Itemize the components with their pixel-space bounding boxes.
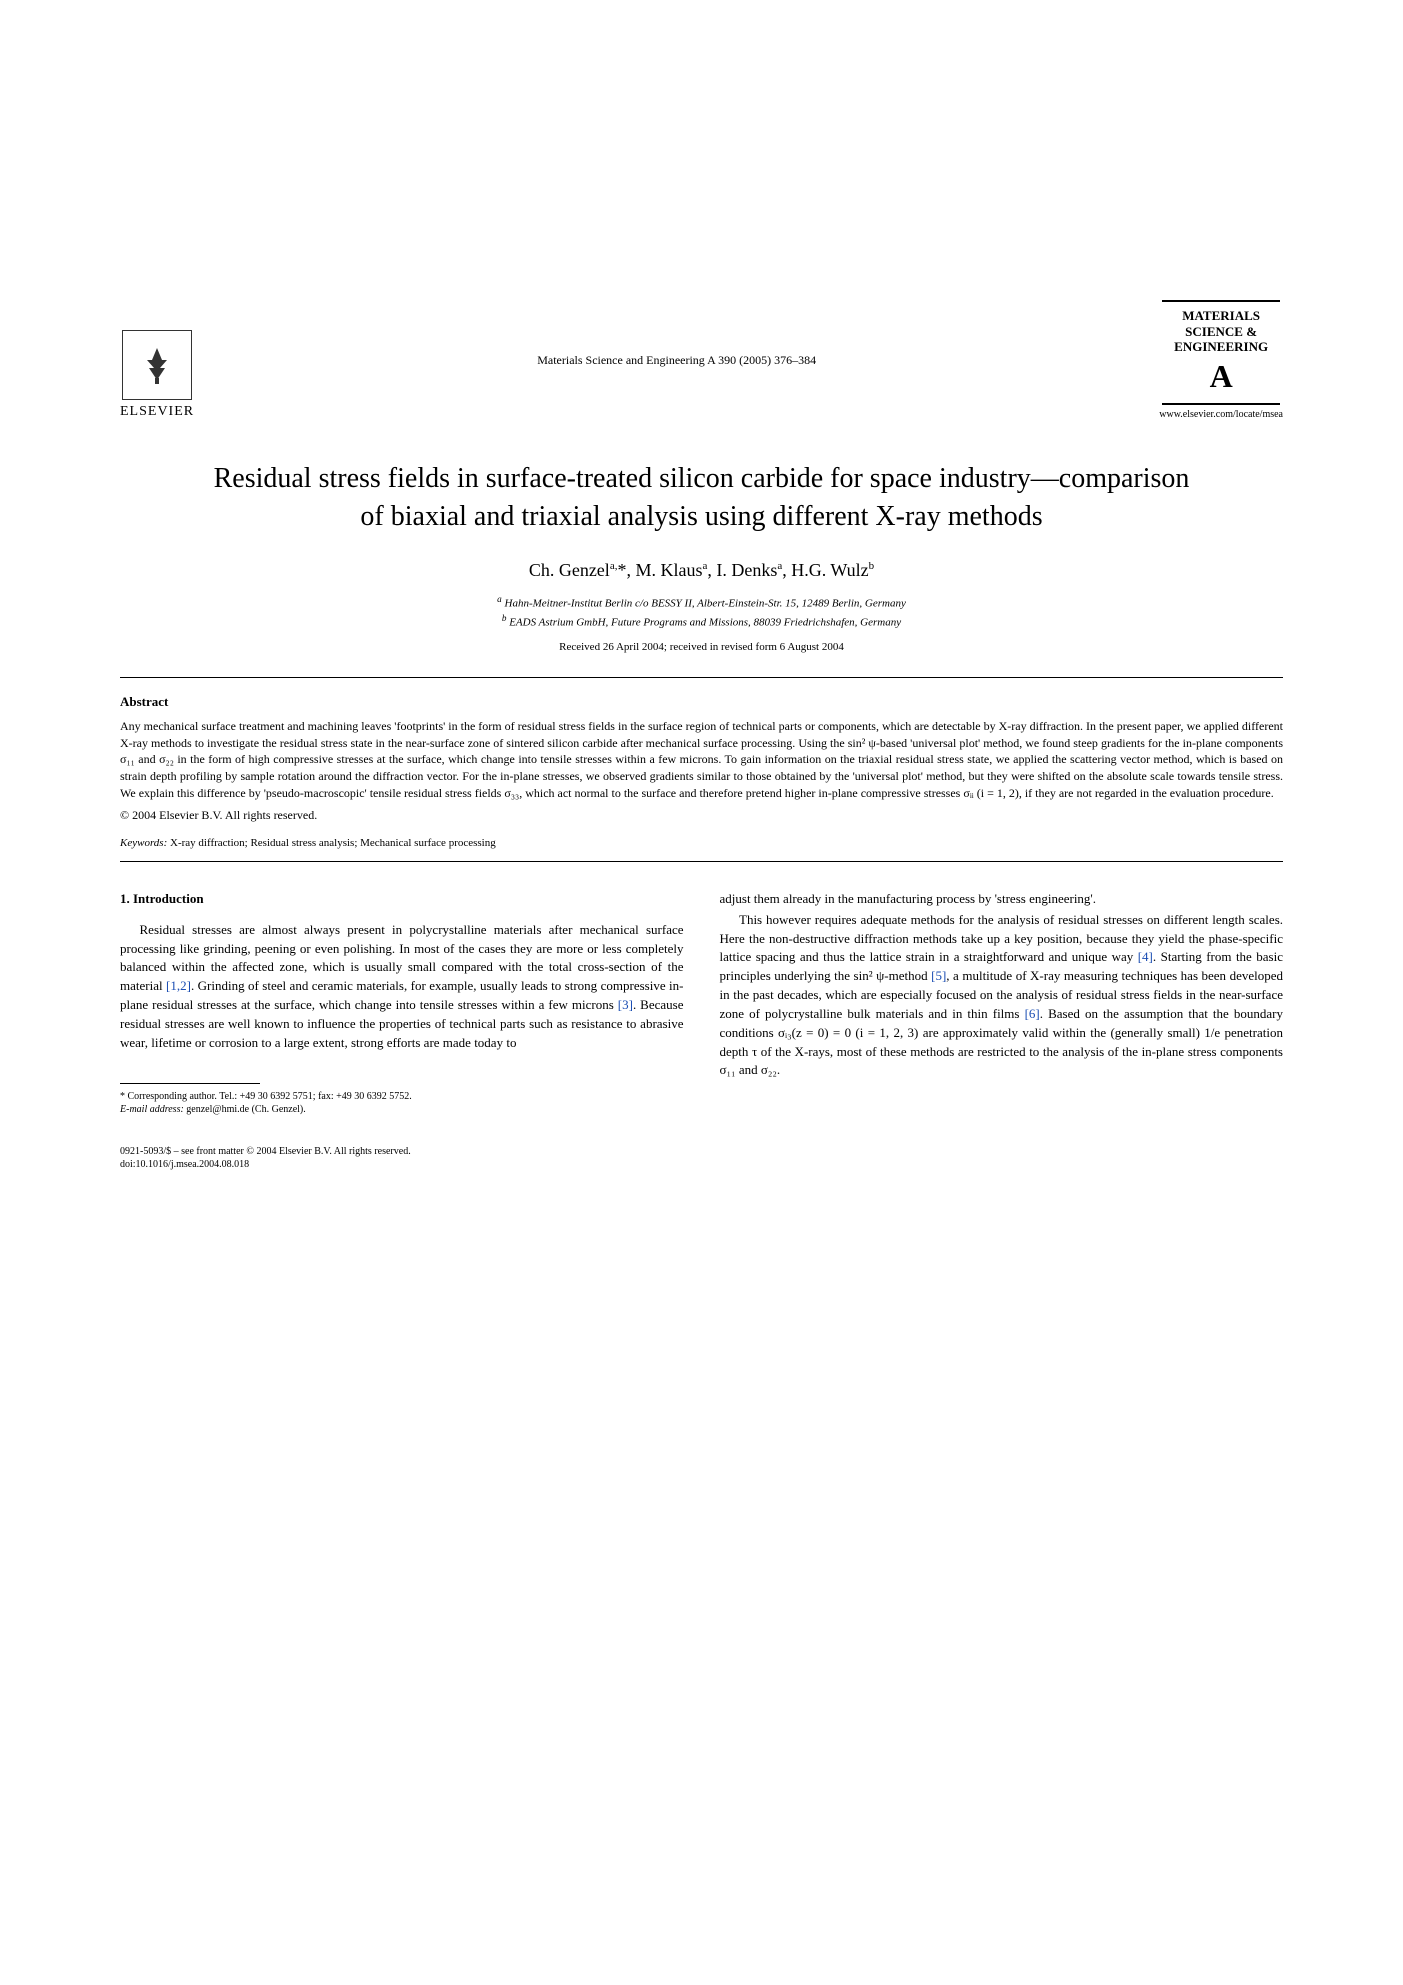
affiliations: a Hahn-Meitner-Institut Berlin c/o BESSY… [120, 593, 1283, 631]
email-label: E-mail address: [120, 1104, 184, 1115]
journal-url[interactable]: www.elsevier.com/locate/msea [1159, 409, 1283, 420]
ref-link-1-2[interactable]: [1,2] [166, 978, 191, 993]
paper-title: Residual stress fields in surface-treate… [200, 460, 1203, 536]
footnote-rule [120, 1083, 260, 1084]
authors-list: Ch. Genzela,*, M. Klausa, I. Denksa, H.G… [120, 560, 1283, 581]
journal-line3: ENGINEERING [1174, 339, 1268, 355]
ref-link-6[interactable]: [6] [1025, 1006, 1040, 1021]
body-columns: 1. Introduction Residual stresses are al… [120, 890, 1283, 1117]
right-column: adjust them already in the manufacturing… [720, 890, 1284, 1117]
elsevier-tree-icon [122, 330, 192, 400]
abstract-copyright: © 2004 Elsevier B.V. All rights reserved… [120, 808, 1283, 823]
ref-link-5[interactable]: [5] [931, 968, 946, 983]
abstract-body: Any mechanical surface treatment and mac… [120, 718, 1283, 802]
journal-title-box: MATERIALS SCIENCE & ENGINEERING A [1162, 300, 1280, 405]
left-column: 1. Introduction Residual stresses are al… [120, 890, 684, 1117]
publisher-name: ELSEVIER [120, 404, 194, 420]
rule-bottom [120, 861, 1283, 862]
header-row: ELSEVIER Materials Science and Engineeri… [120, 300, 1283, 420]
rule-top [120, 677, 1283, 678]
affiliation-b: b EADS Astrium GmbH, Future Programs and… [120, 612, 1283, 631]
keywords-text: X-ray diffraction; Residual stress analy… [170, 837, 496, 849]
received-dates: Received 26 April 2004; received in revi… [120, 641, 1283, 653]
affiliation-a: a Hahn-Meitner-Institut Berlin c/o BESSY… [120, 593, 1283, 612]
ref-link-3[interactable]: [3] [618, 997, 633, 1012]
section-1-heading: 1. Introduction [120, 890, 684, 909]
abstract-heading: Abstract [120, 694, 1283, 710]
journal-letter: A [1174, 357, 1268, 395]
publisher-logo: ELSEVIER [120, 330, 194, 420]
email-value[interactable]: genzel@hmi.de (Ch. Genzel). [186, 1104, 305, 1115]
corresponding-line: * Corresponding author. Tel.: +49 30 639… [120, 1090, 684, 1104]
email-line: E-mail address: genzel@hmi.de (Ch. Genze… [120, 1103, 684, 1117]
intro-para-1: Residual stresses are almost always pres… [120, 921, 684, 1053]
citation-line: Materials Science and Engineering A 390 … [194, 353, 1159, 368]
journal-line1: MATERIALS [1174, 308, 1268, 324]
footer-doi: doi:10.1016/j.msea.2004.08.018 [120, 1158, 1283, 1172]
keywords-label: Keywords: [120, 837, 167, 849]
journal-line2: SCIENCE & [1174, 324, 1268, 340]
keywords-line: Keywords: X-ray diffraction; Residual st… [120, 837, 1283, 849]
intro-para-2: adjust them already in the manufacturing… [720, 890, 1284, 909]
corresponding-footnote: * Corresponding author. Tel.: +49 30 639… [120, 1090, 684, 1117]
ref-link-4[interactable]: [4] [1138, 949, 1153, 964]
intro-para-3: This however requires adequate methods f… [720, 911, 1284, 1081]
journal-logo: MATERIALS SCIENCE & ENGINEERING A www.el… [1159, 300, 1283, 420]
footer-issn: 0921-5093/$ – see front matter © 2004 El… [120, 1145, 1283, 1159]
footer-meta: 0921-5093/$ – see front matter © 2004 El… [120, 1145, 1283, 1172]
